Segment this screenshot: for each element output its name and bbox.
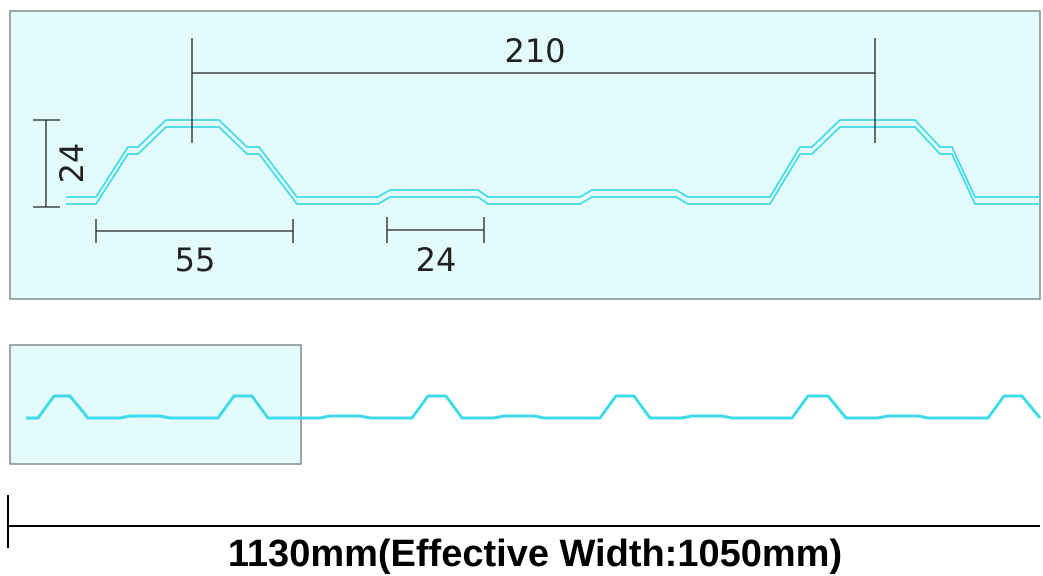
dimension-rib-width — [386, 217, 485, 243]
dimension-top-width — [95, 219, 294, 243]
overview-profile — [26, 394, 1042, 420]
dimension-rib-width-label: 24 — [416, 241, 457, 279]
dimension-height-label: 24 — [53, 143, 91, 184]
dimension-top-width-label: 55 — [175, 241, 216, 279]
detail-profile — [66, 119, 1040, 205]
detail-panel — [9, 10, 1041, 300]
dimension-pitch — [191, 38, 876, 143]
dimension-pitch-label: 210 — [504, 32, 565, 70]
overall-width-line — [7, 495, 1040, 548]
overview-highlight-box — [9, 344, 302, 465]
overall-width-label: 1130mm(Effective Width:1050mm) — [228, 533, 842, 575]
dimension-height — [33, 119, 60, 208]
